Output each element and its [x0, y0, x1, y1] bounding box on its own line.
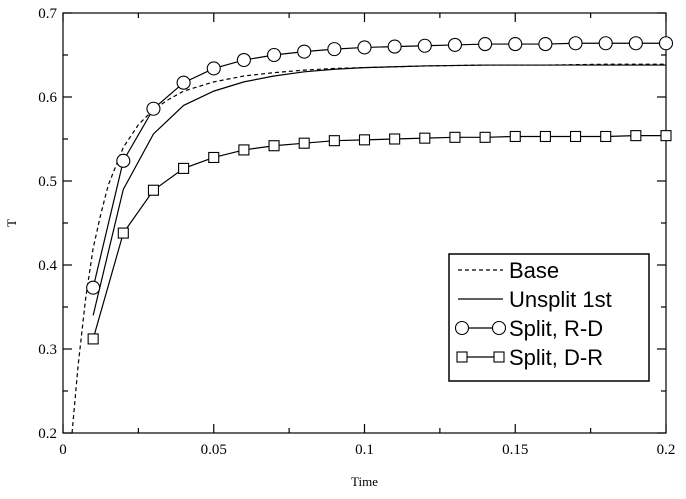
data-point-circle: [478, 37, 493, 52]
data-point-circle: [628, 36, 643, 51]
data-point-square: [419, 132, 431, 144]
data-point-circle: [297, 44, 312, 59]
data-point-circle: [176, 75, 191, 90]
series-layer: [71, 36, 674, 434]
series-base: [71, 63, 666, 434]
data-point-square: [539, 130, 551, 143]
data-point-circle: [86, 280, 101, 295]
data-point-square: [449, 131, 461, 143]
series-split-r-d: [86, 36, 674, 295]
data-point-circle: [327, 42, 342, 57]
legend-label: Base: [509, 258, 559, 283]
data-point-square: [660, 130, 672, 142]
data-point-circle: [236, 52, 251, 68]
y-tick-label: 0.4: [38, 258, 57, 274]
y-tick-label: 0.5: [38, 174, 57, 190]
data-point-square: [147, 184, 159, 196]
data-point-circle: [146, 101, 161, 116]
data-point-square: [298, 137, 310, 149]
data-point-square: [238, 144, 250, 156]
data-point-circle: [447, 37, 463, 52]
axis-ticks: [62, 12, 667, 434]
data-point-circle: [568, 36, 583, 51]
data-point-circle: [538, 37, 553, 52]
data-point-circle: [387, 39, 402, 54]
legend-item-split-d-r: Split, D-R: [456, 345, 603, 370]
y-tick-label: 0.6: [38, 90, 57, 106]
legend: Base Unsplit 1st Split, R-D Split, D-R: [448, 253, 650, 382]
data-point-square: [358, 134, 371, 146]
legend-item-split-r-d: Split, R-D: [454, 316, 603, 341]
legend-swatch-marker: [454, 320, 470, 336]
data-point-circle: [206, 61, 221, 76]
data-point-square: [268, 140, 280, 152]
data-point-circle: [417, 38, 432, 53]
series-line-base: [71, 63, 666, 434]
data-point-circle: [116, 153, 131, 168]
data-point-square: [630, 130, 642, 142]
legend-item-base: Base: [458, 258, 559, 283]
legend-swatch-marker: [491, 320, 507, 336]
data-point-square: [509, 130, 521, 143]
data-point-square: [87, 333, 99, 345]
data-point-circle: [658, 36, 674, 51]
legend-label: Split, D-R: [509, 345, 603, 370]
y-tick-label: 0.7: [38, 6, 57, 22]
x-tick-label: 0.15: [502, 442, 528, 458]
legend-label: Unsplit 1st: [509, 287, 612, 312]
legend-swatch-marker: [456, 351, 468, 363]
series-unsplit-1st: [92, 64, 666, 316]
x-tick-label: 0.1: [355, 442, 374, 458]
data-point-square: [328, 135, 340, 147]
data-point-square: [479, 131, 491, 143]
data-point-square: [178, 162, 190, 174]
data-point-circle: [357, 40, 372, 55]
legend-swatch-marker: [493, 351, 505, 363]
x-tick-label: 0.05: [201, 442, 227, 458]
data-point-square: [389, 133, 401, 145]
x-tick-label: 0.2: [657, 442, 676, 458]
x-axis-title: Time: [351, 474, 378, 489]
data-point-circle: [598, 36, 613, 51]
legend-items: Base Unsplit 1st Split, R-D Split, D-R: [454, 258, 612, 370]
series-line-unsplit-1st: [92, 64, 666, 316]
series-split-d-r: [87, 130, 672, 345]
axis-tick-labels: 0 0.05 0.1 0.15 0.2 0.2 0.3 0.4 0.5 0.6 0.7: [38, 6, 675, 458]
data-point-circle: [266, 47, 282, 63]
y-tick-label: 0.2: [38, 426, 57, 442]
x-tick-label: 0: [59, 442, 67, 458]
legend-label: Split, R-D: [509, 316, 603, 341]
data-point-square: [569, 130, 582, 143]
data-point-square: [208, 151, 220, 164]
legend-box: [448, 253, 650, 382]
data-point-square: [600, 130, 612, 143]
y-tick-label: 0.3: [38, 342, 57, 358]
data-point-circle: [508, 37, 523, 52]
y-axis-title: T: [4, 219, 19, 227]
data-point-square: [117, 227, 129, 239]
legend-item-unsplit-1st: Unsplit 1st: [458, 287, 612, 312]
